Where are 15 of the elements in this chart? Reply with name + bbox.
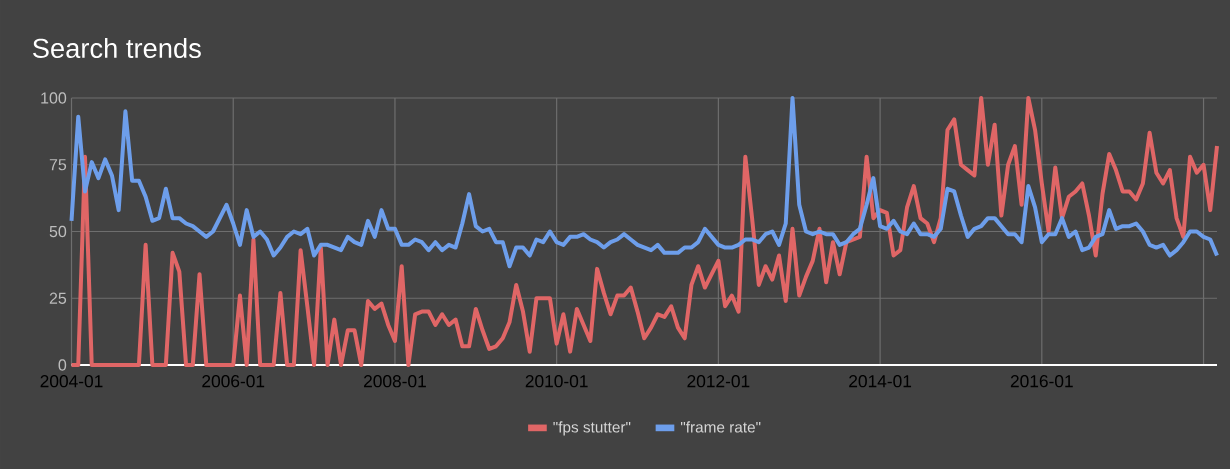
x-tick-label: 2016-01	[1010, 375, 1073, 388]
legend-label: "fps stutter"	[553, 421, 631, 436]
legend-label: "frame rate"	[680, 421, 761, 433]
y-tick-label: 100	[41, 92, 67, 104]
chart-title: Search trends	[32, 37, 201, 59]
x-tick-label: 2008-01	[364, 375, 426, 388]
y-tick-label: 25	[49, 292, 67, 304]
x-tick-label: 2012-01	[687, 375, 750, 388]
y-tick-label: 0	[58, 359, 67, 371]
y-tick-label: 50	[49, 225, 67, 238]
x-tick-label: 2004-01	[40, 375, 103, 388]
x-tick-label: 2014-01	[849, 375, 912, 388]
x-tick-label: 2006-01	[202, 375, 265, 388]
y-tick-label: 75	[49, 159, 67, 171]
x-tick-label: 2010-01	[525, 375, 588, 388]
